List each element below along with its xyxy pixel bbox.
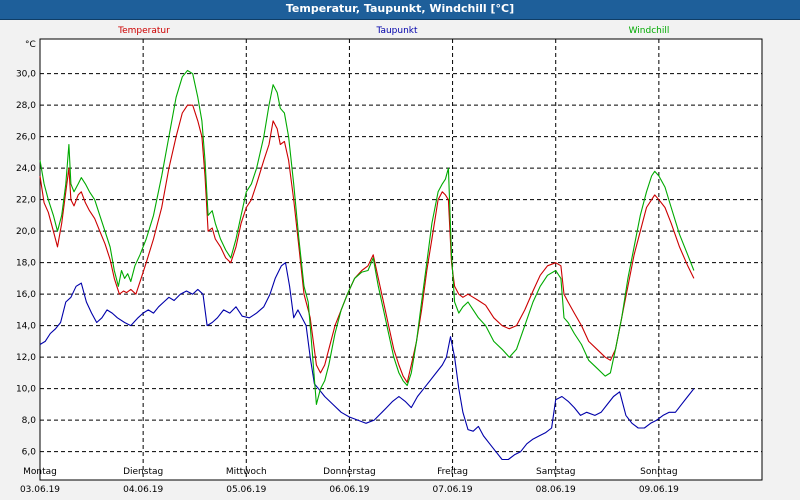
legend: Temperatur Taupunkt Windchill bbox=[117, 26, 669, 36]
legend-taupunkt: Taupunkt bbox=[375, 26, 418, 36]
legend-windchill: Windchill bbox=[629, 26, 670, 36]
x-tick-day: Dienstag bbox=[123, 467, 163, 477]
y-tick-label: 20,0 bbox=[16, 227, 36, 237]
x-tick-date: 09.06.19 bbox=[639, 485, 679, 495]
x-tick-date: 07.06.19 bbox=[433, 485, 473, 495]
plot-area bbox=[39, 38, 763, 481]
y-tick-label: 8,0 bbox=[22, 416, 37, 426]
y-tick-label: 22,0 bbox=[16, 196, 36, 206]
y-tick-label: 14,0 bbox=[16, 322, 36, 332]
y-axis-label: °C bbox=[25, 40, 36, 50]
temperatur-line bbox=[39, 104, 695, 383]
x-tick-day: Freitag bbox=[437, 467, 468, 477]
y-tick-label: 6,0 bbox=[22, 448, 37, 458]
x-tick-date: 08.06.19 bbox=[536, 485, 576, 495]
grid bbox=[40, 39, 762, 480]
x-tick-day: Sonntag bbox=[640, 467, 677, 477]
x-axis-ticks: Montag 03.06.19 Dienstag 04.06.19 Mittwoch 05… bbox=[20, 467, 679, 495]
taupunkt-line bbox=[39, 262, 695, 461]
windchill-line bbox=[39, 69, 695, 405]
legend-temperatur: Temperatur bbox=[117, 26, 170, 36]
y-tick-label: 28,0 bbox=[16, 101, 36, 111]
x-tick-date: 06.06.19 bbox=[329, 485, 369, 495]
y-tick-label: 10,0 bbox=[16, 385, 36, 395]
chart-title-bar: Temperatur, Taupunkt, Windchill [°C] bbox=[0, 0, 800, 20]
y-axis-ticks: 30,0 28,0 26,0 24,0 22,0 20,0 18,0 16,0 14,0 12,0… bbox=[16, 70, 36, 458]
x-tick-day: Donnerstag bbox=[323, 467, 376, 477]
y-tick-label: 26,0 bbox=[16, 133, 36, 143]
chart-panel: 30,0 28,0 26,0 24,0 22,0 20,0 18,0 16,0 14,0 12,0… bbox=[0, 20, 800, 500]
x-tick-day: Mittwoch bbox=[226, 467, 267, 477]
x-tick-day: Samstag bbox=[536, 467, 575, 477]
y-tick-label: 24,0 bbox=[16, 164, 36, 174]
y-tick-label: 16,0 bbox=[16, 290, 36, 300]
x-tick-date: 03.06.19 bbox=[20, 485, 60, 495]
series-lines bbox=[39, 69, 695, 461]
x-tick-date: 04.06.19 bbox=[123, 485, 163, 495]
x-tick-date: 05.06.19 bbox=[226, 485, 266, 495]
x-tick-day: Montag bbox=[23, 467, 57, 477]
line-chart: 30,0 28,0 26,0 24,0 22,0 20,0 18,0 16,0 14,0 12,0… bbox=[16, 26, 763, 495]
y-tick-label: 12,0 bbox=[16, 353, 36, 363]
chart-title: Temperatur, Taupunkt, Windchill [°C] bbox=[285, 2, 515, 15]
y-tick-label: 30,0 bbox=[16, 70, 36, 80]
y-tick-label: 18,0 bbox=[16, 259, 36, 269]
